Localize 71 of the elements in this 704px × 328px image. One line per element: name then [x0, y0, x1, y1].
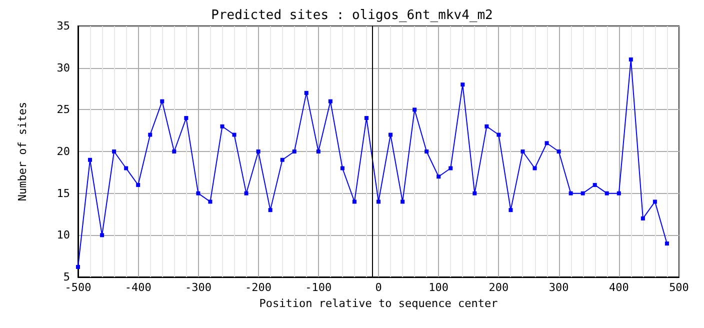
chart-title: Predicted sites : oligos_6nt_mkv4_m2 [211, 8, 493, 23]
x-tick-label: -200 [245, 281, 272, 294]
x-tick-label: -400 [124, 281, 152, 294]
y-tick-label: 15 [56, 186, 70, 200]
point [148, 132, 152, 137]
point [544, 141, 549, 146]
point [328, 99, 332, 104]
point [268, 208, 272, 212]
point [256, 150, 260, 154]
point [196, 191, 200, 196]
x-tick-label: 0 [375, 281, 382, 294]
point [388, 132, 393, 137]
y-tick-label: 10 [56, 228, 70, 242]
x-tick-label: -300 [184, 281, 212, 294]
point [340, 166, 344, 170]
point [160, 99, 164, 104]
point [628, 57, 633, 62]
point [76, 264, 80, 269]
point [280, 158, 284, 162]
point [136, 182, 140, 187]
point [292, 150, 296, 154]
x-tick-label: 200 [488, 281, 509, 294]
point [472, 191, 477, 196]
point [448, 166, 453, 170]
y-tick-label: 5 [63, 270, 70, 284]
x-axis-title: Position relative to sequence center [259, 296, 498, 310]
y-tick-label: 30 [56, 61, 70, 74]
point [112, 150, 116, 154]
point [304, 90, 308, 95]
point [364, 116, 368, 120]
x-tick-label: 100 [428, 281, 449, 294]
point [508, 208, 513, 212]
point [88, 158, 92, 162]
point [520, 150, 525, 154]
point [592, 182, 597, 187]
y-tick-label: 35 [56, 20, 70, 32]
point [376, 200, 380, 204]
point [652, 200, 657, 204]
point [400, 200, 405, 204]
point [496, 132, 501, 137]
point [184, 116, 188, 120]
point [352, 200, 356, 204]
point [220, 124, 224, 128]
point [460, 82, 465, 87]
x-tick-label: -100 [305, 281, 332, 294]
point [124, 166, 128, 170]
point [436, 174, 441, 179]
point [244, 191, 248, 196]
x-tick-label: 300 [548, 281, 569, 294]
point [580, 191, 585, 196]
point [172, 150, 176, 154]
x-tick-label: -500 [64, 281, 92, 294]
y-axis-title: Number of sites [16, 102, 29, 202]
point [664, 242, 669, 246]
point [484, 124, 489, 128]
point [568, 191, 573, 196]
point [232, 132, 236, 137]
point [556, 150, 561, 154]
point [424, 150, 429, 154]
point [100, 233, 104, 238]
point [604, 191, 609, 196]
x-tick-label: 400 [608, 281, 629, 294]
point [532, 166, 537, 170]
y-tick-label: 20 [56, 145, 70, 158]
point [316, 150, 320, 154]
point [208, 200, 212, 204]
point [616, 191, 621, 196]
x-tick-label: 500 [669, 281, 689, 294]
y-tick-label: 25 [56, 103, 70, 116]
point [412, 108, 417, 112]
point [640, 216, 645, 220]
